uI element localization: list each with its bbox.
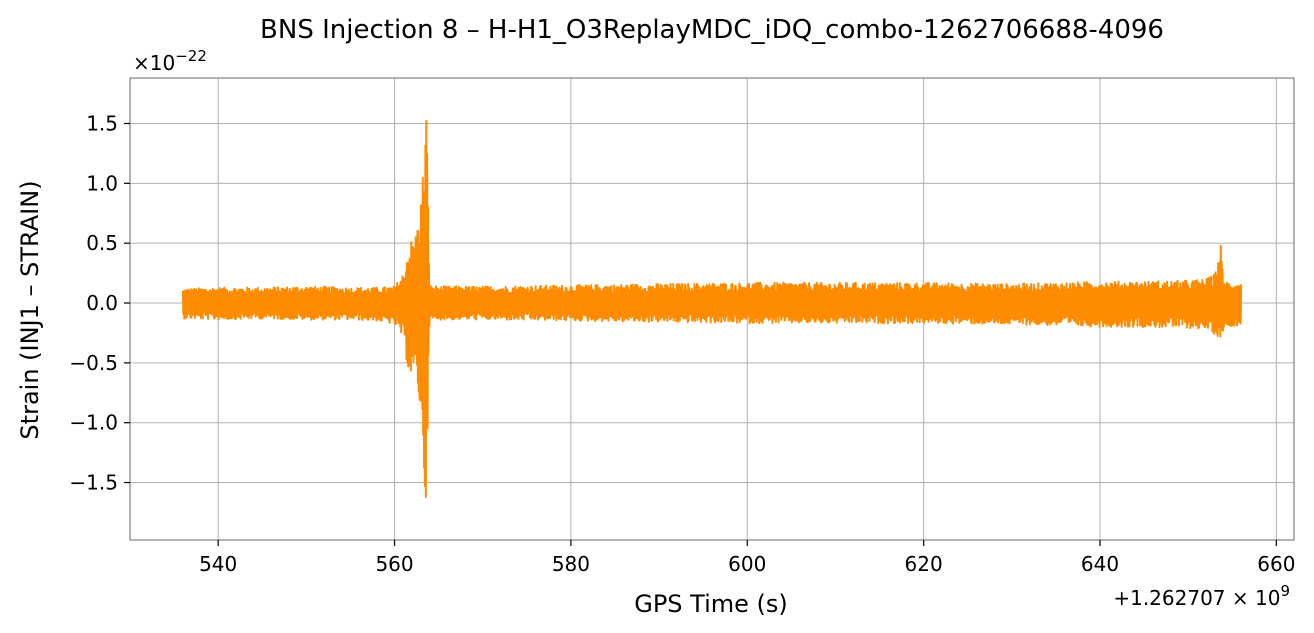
y-tick-label: 1.5 xyxy=(86,111,118,135)
x-offset-exponent: 9 xyxy=(1280,582,1290,600)
x-tick-label: 620 xyxy=(905,552,943,576)
x-offset-base: +1.262707 × 10 xyxy=(1113,586,1280,610)
chart-title: BNS Injection 8 – H-H1_O3ReplayMDC_iDQ_c… xyxy=(260,15,1164,45)
x-tick-label: 580 xyxy=(552,552,590,576)
y-axis-label: Strain (INJ1 – STRAIN) xyxy=(16,180,44,439)
svg-text:×10−22: ×10−22 xyxy=(133,47,207,75)
y-tick-label: −1.5 xyxy=(69,471,118,495)
y-scale-base: ×10 xyxy=(133,51,175,75)
y-scale-exponent: −22 xyxy=(175,47,207,65)
y-tick-label: −1.0 xyxy=(69,411,118,435)
x-tick-label: 600 xyxy=(728,552,766,576)
y-tick-label: 1.0 xyxy=(86,171,118,195)
svg-text:+1.262707 × 109: +1.262707 × 109 xyxy=(1113,582,1290,610)
x-tick-label: 640 xyxy=(1081,552,1119,576)
x-tick-label: 540 xyxy=(199,552,237,576)
y-tick-label: −0.5 xyxy=(69,351,118,375)
x-offset-factor: +1.262707 × 109 xyxy=(1113,582,1290,610)
strain-series-line xyxy=(181,120,1243,498)
y-tick-label: 0.5 xyxy=(86,231,118,255)
y-tick-label: 0.0 xyxy=(86,291,118,315)
axis-ticks: 540 560 580 600 620 640 660 1.5 1.0 0.5 0.0 −0.5 −1.… xyxy=(69,111,1295,576)
series-layer xyxy=(181,120,1243,498)
x-tick-label: 560 xyxy=(375,552,413,576)
x-tick-label: 660 xyxy=(1257,552,1295,576)
y-scale-factor: ×10−22 xyxy=(133,47,207,75)
plot-area-frame xyxy=(129,77,1295,541)
x-axis-label: GPS Time (s) xyxy=(634,590,788,618)
